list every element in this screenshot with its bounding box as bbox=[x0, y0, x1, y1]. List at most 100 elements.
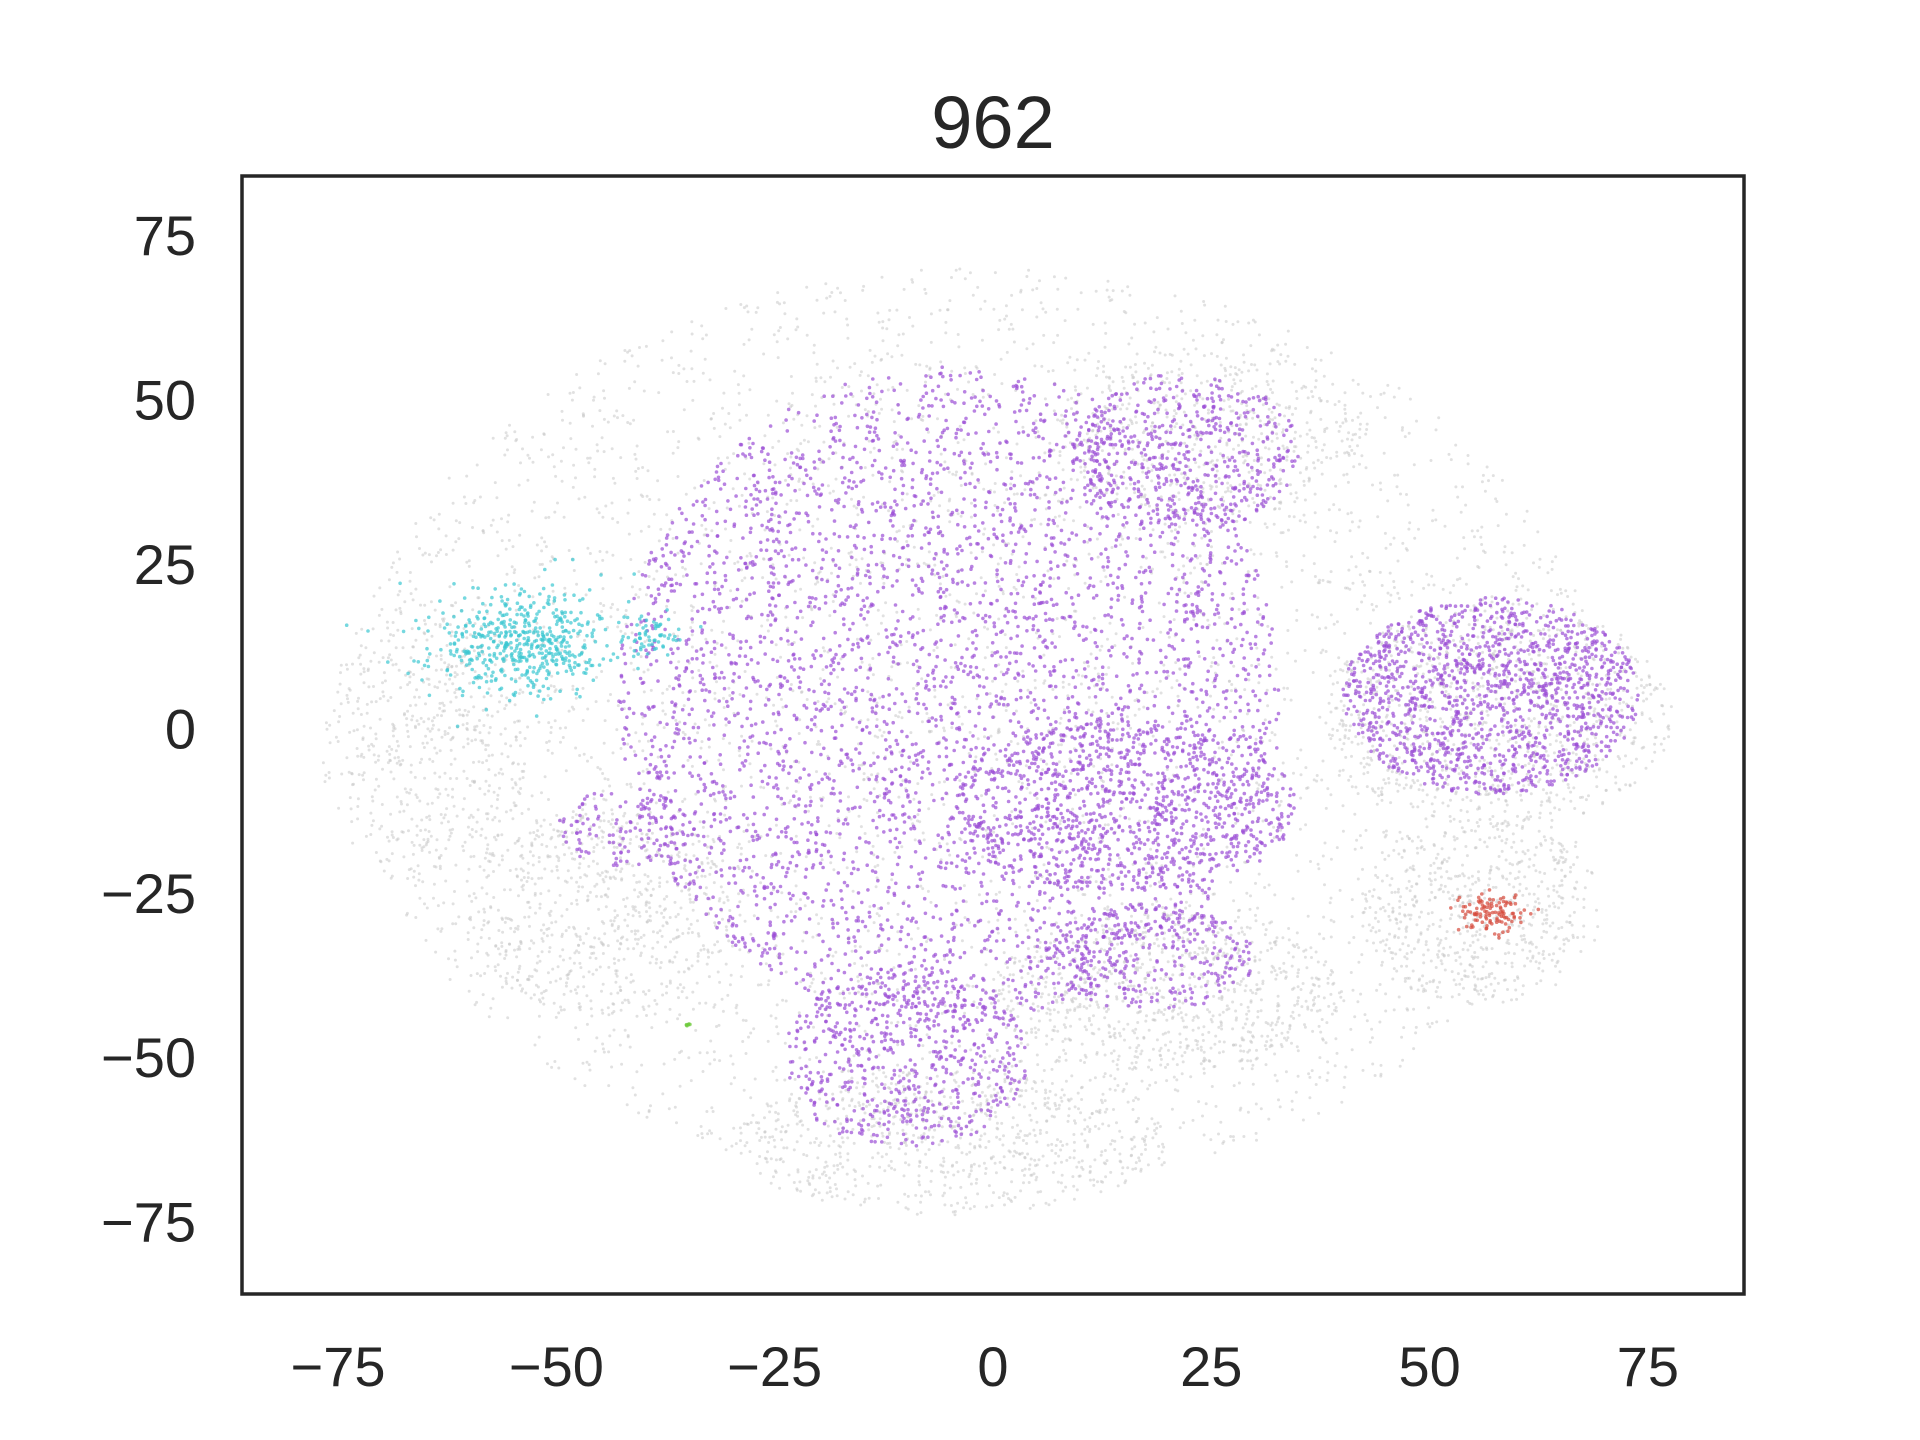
data-point bbox=[574, 696, 578, 700]
data-point bbox=[1075, 358, 1079, 362]
data-point bbox=[1113, 1036, 1117, 1040]
data-point bbox=[1162, 937, 1166, 941]
data-point bbox=[633, 452, 637, 456]
data-point bbox=[1350, 713, 1353, 717]
data-point bbox=[990, 650, 994, 654]
data-point bbox=[549, 731, 553, 735]
data-point bbox=[1283, 697, 1287, 701]
data-point bbox=[956, 512, 960, 516]
data-point bbox=[1441, 587, 1445, 591]
data-point bbox=[1380, 793, 1383, 797]
data-point bbox=[1600, 644, 1604, 648]
data-point bbox=[1490, 595, 1494, 599]
data-point bbox=[1201, 975, 1205, 979]
data-point bbox=[1368, 570, 1372, 573]
data-point bbox=[1174, 661, 1178, 665]
data-point bbox=[1525, 772, 1529, 776]
data-point bbox=[857, 764, 861, 767]
data-point bbox=[892, 420, 896, 424]
data-point bbox=[601, 515, 605, 519]
data-point bbox=[663, 712, 667, 716]
data-point bbox=[443, 730, 447, 733]
data-point bbox=[1372, 888, 1376, 892]
data-point bbox=[556, 501, 559, 505]
data-point bbox=[1552, 704, 1556, 708]
data-point bbox=[1398, 905, 1402, 909]
data-point bbox=[1477, 566, 1481, 570]
data-point bbox=[1396, 591, 1400, 595]
data-point bbox=[1293, 437, 1296, 441]
data-point bbox=[822, 311, 826, 315]
data-point bbox=[1052, 1008, 1056, 1012]
data-point bbox=[1372, 707, 1376, 711]
data-point bbox=[1130, 942, 1134, 946]
data-point bbox=[491, 518, 495, 522]
data-point bbox=[542, 625, 546, 629]
data-point bbox=[554, 474, 558, 478]
data-point bbox=[997, 730, 1001, 734]
data-point bbox=[896, 1063, 900, 1067]
data-point bbox=[912, 545, 916, 549]
data-point bbox=[645, 767, 649, 771]
data-point bbox=[747, 441, 751, 445]
data-point bbox=[774, 944, 778, 948]
data-point bbox=[1349, 511, 1353, 515]
data-point bbox=[747, 840, 751, 844]
data-point bbox=[1026, 972, 1030, 975]
data-point bbox=[1394, 689, 1398, 692]
data-point bbox=[1329, 529, 1332, 533]
data-point bbox=[1392, 1008, 1396, 1012]
data-point bbox=[808, 795, 812, 799]
data-point bbox=[1191, 1048, 1195, 1052]
data-point bbox=[1379, 907, 1383, 911]
data-point bbox=[969, 551, 973, 555]
data-point bbox=[939, 452, 943, 456]
data-point bbox=[693, 722, 697, 726]
data-point bbox=[1427, 653, 1431, 657]
data-point bbox=[1267, 1117, 1271, 1121]
data-point bbox=[826, 484, 830, 488]
data-point bbox=[513, 589, 517, 593]
data-point bbox=[532, 500, 536, 504]
data-point bbox=[767, 979, 771, 983]
data-point bbox=[1363, 594, 1367, 598]
data-point bbox=[636, 467, 640, 470]
data-point bbox=[1430, 574, 1434, 578]
data-point bbox=[365, 711, 369, 715]
data-point bbox=[1062, 708, 1066, 712]
data-point bbox=[816, 700, 820, 703]
data-point bbox=[733, 562, 737, 565]
data-point bbox=[1616, 643, 1620, 646]
data-point bbox=[690, 620, 694, 624]
data-point bbox=[1335, 454, 1339, 458]
data-point bbox=[1238, 483, 1242, 487]
data-point bbox=[1154, 345, 1158, 349]
data-point bbox=[587, 1063, 591, 1067]
data-point bbox=[438, 623, 442, 627]
data-point bbox=[1059, 419, 1062, 423]
data-point bbox=[1419, 664, 1423, 668]
data-point bbox=[1197, 1100, 1201, 1104]
data-point bbox=[847, 385, 851, 389]
data-point bbox=[710, 628, 714, 632]
data-point bbox=[1537, 780, 1541, 784]
data-point bbox=[520, 844, 524, 848]
data-point bbox=[1393, 744, 1396, 748]
data-point bbox=[1384, 734, 1388, 738]
data-point bbox=[980, 1068, 984, 1072]
data-point bbox=[1549, 773, 1553, 776]
data-point bbox=[728, 983, 732, 987]
data-point bbox=[1295, 1045, 1299, 1049]
data-point bbox=[1448, 945, 1452, 949]
data-point bbox=[544, 516, 548, 520]
data-point bbox=[831, 954, 835, 958]
data-point bbox=[1409, 802, 1413, 806]
data-point bbox=[569, 437, 573, 441]
data-point bbox=[1321, 578, 1325, 582]
data-point bbox=[1277, 1098, 1280, 1102]
data-point bbox=[1375, 802, 1379, 806]
data-point bbox=[532, 993, 536, 997]
data-point bbox=[1088, 1165, 1092, 1169]
data-point bbox=[916, 782, 920, 786]
data-point bbox=[517, 967, 521, 971]
